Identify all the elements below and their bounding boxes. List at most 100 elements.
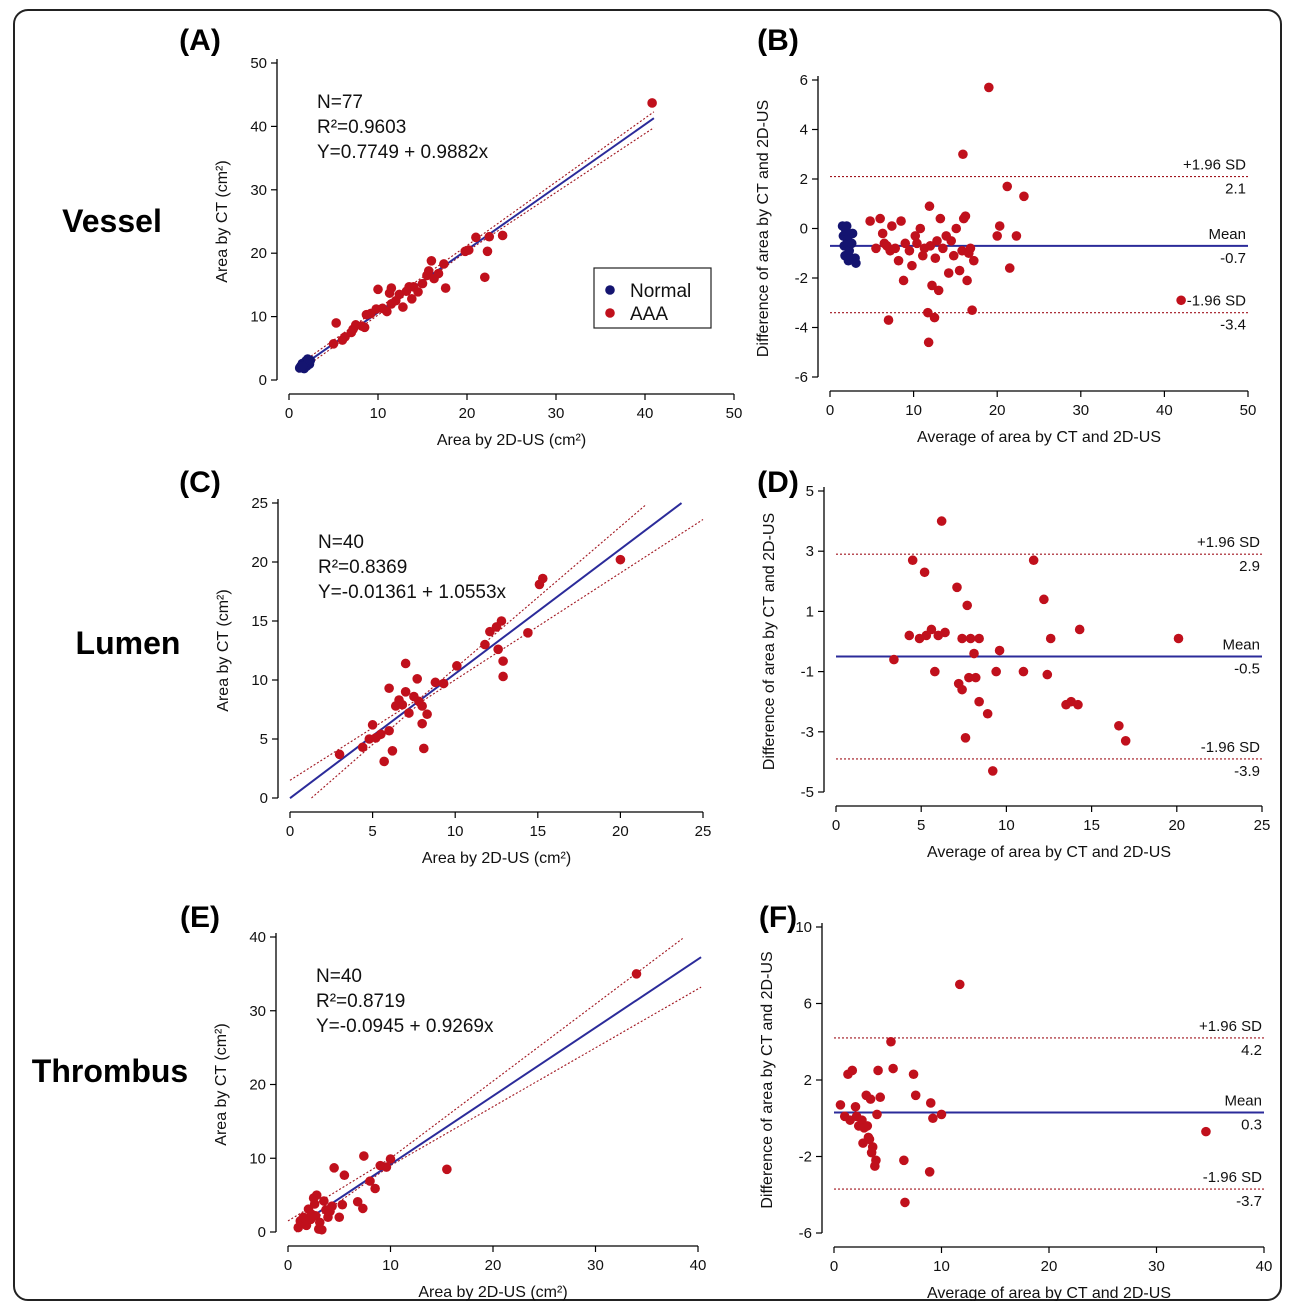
aaa-point (888, 1063, 898, 1074)
aaa-point (933, 285, 944, 296)
aaa-point (381, 1162, 392, 1172)
aaa-point (908, 1069, 919, 1080)
y-tick-label: 30 (250, 182, 267, 199)
aaa-point (359, 322, 370, 333)
aaa-point (982, 708, 993, 719)
aaa-point (1039, 594, 1049, 605)
aaa-point (367, 720, 378, 730)
aaa-point (910, 1090, 921, 1101)
stats-annotation: Y=0.7749 + 0.9882x (317, 142, 489, 163)
y-tick-label: 4 (800, 122, 808, 139)
aaa-point (1045, 633, 1056, 644)
aaa-point (463, 245, 474, 255)
aaa-point (1201, 1126, 1211, 1137)
normal-point (841, 226, 851, 236)
x-tick-label: 20 (989, 402, 1006, 419)
aaa-point (865, 216, 875, 226)
aaa-point (847, 1065, 858, 1076)
y-tick-label: 40 (250, 118, 267, 135)
aaa-point (936, 1109, 947, 1120)
x-tick-label: 20 (459, 405, 476, 422)
x-tick-label: 10 (447, 823, 464, 840)
aaa-point (1004, 263, 1015, 273)
x-tick-label: 20 (1168, 817, 1185, 834)
aaa-point (974, 633, 984, 644)
aaa-point (376, 729, 386, 740)
aaa-point (938, 243, 948, 254)
aaa-point (647, 98, 657, 108)
aaa-point (994, 645, 1005, 656)
stats-annotation: R²=0.8719 (316, 991, 405, 1012)
y-tick-label: 5 (260, 731, 268, 748)
aaa-point (875, 1092, 886, 1103)
reference-line-label: -1.96 SD (1203, 1169, 1262, 1186)
aaa-point (930, 666, 940, 677)
aaa-point (867, 1142, 878, 1152)
reference-line-label: Mean (1208, 226, 1246, 243)
panel-label: (C) (179, 466, 221, 499)
aaa-point (899, 1155, 909, 1166)
aaa-point (957, 633, 967, 644)
aaa-point (871, 1155, 881, 1166)
aaa-point (900, 238, 911, 249)
y-tick-label: 20 (251, 554, 268, 571)
aaa-point (940, 627, 950, 638)
aaa-point (960, 733, 971, 743)
x-axis-label: Area by 2D-US (cm²) (422, 850, 571, 867)
aaa-point (835, 1100, 846, 1110)
y-tick-label: 6 (804, 996, 812, 1013)
aaa-point (537, 573, 548, 584)
y-axis-label: Area by CT (cm²) (213, 1023, 230, 1145)
x-tick-label: 50 (726, 405, 743, 422)
y-tick-label: -6 (799, 1225, 812, 1242)
aaa-point (417, 278, 428, 289)
reference-line-label: -1.96 SD (1201, 739, 1260, 756)
regression-line (295, 956, 702, 1229)
aaa-point (327, 1201, 337, 1211)
aaa-point (948, 250, 959, 261)
reference-line-label: +1.96 SD (1199, 1018, 1262, 1035)
y-axis-label: Difference of area by CT and 2D-US (759, 951, 776, 1208)
aaa-point (954, 265, 965, 276)
aaa-point (440, 283, 451, 293)
aaa-point (974, 696, 984, 707)
aaa-point (382, 306, 392, 317)
aaa-point (864, 1134, 875, 1145)
aaa-point (904, 630, 915, 641)
aaa-point (962, 600, 973, 611)
aaa-point (365, 1176, 375, 1186)
y-tick-label: -3 (801, 724, 814, 741)
panel-f: (F) 0 10 20 30 40 10 6 2 -2 -6 Average of area by C… (759, 901, 1273, 1302)
aaa-point (992, 231, 1002, 241)
aaa-point (480, 272, 490, 283)
x-axis-label: Average of area by CT and 2D-US (927, 844, 1171, 861)
aaa-point (438, 678, 449, 689)
aaa-point (924, 1167, 935, 1177)
x-tick-label: 15 (529, 823, 546, 840)
aaa-point (872, 1109, 882, 1120)
aaa-point (893, 255, 904, 266)
reference-line-label: +1.96 SD (1183, 157, 1246, 174)
aaa-point (1176, 295, 1186, 306)
aaa-point (970, 672, 981, 683)
aaa-point (379, 756, 389, 767)
aaa-point (928, 1113, 938, 1124)
aaa-point (964, 672, 974, 683)
y-tick-label: 40 (249, 929, 266, 946)
aaa-point (386, 283, 397, 293)
x-tick-label: 0 (830, 1258, 838, 1275)
aaa-point (925, 241, 936, 251)
aaa-point (484, 231, 495, 242)
x-axis-label: Average of area by CT and 2D-US (917, 429, 1161, 446)
aaa-point (1028, 555, 1039, 566)
aaa-point (886, 1036, 896, 1047)
panel-label: (B) (757, 24, 799, 57)
y-axis-label: Difference of area by CT and 2D-US (761, 513, 778, 770)
legend-entry-label: Normal (630, 281, 691, 302)
aaa-point (930, 253, 941, 263)
y-tick-label: 0 (258, 1224, 266, 1241)
x-tick-label: 0 (832, 817, 840, 834)
y-tick-label: -1 (801, 664, 814, 681)
aaa-point (900, 1197, 910, 1208)
aaa-point (314, 1217, 325, 1228)
